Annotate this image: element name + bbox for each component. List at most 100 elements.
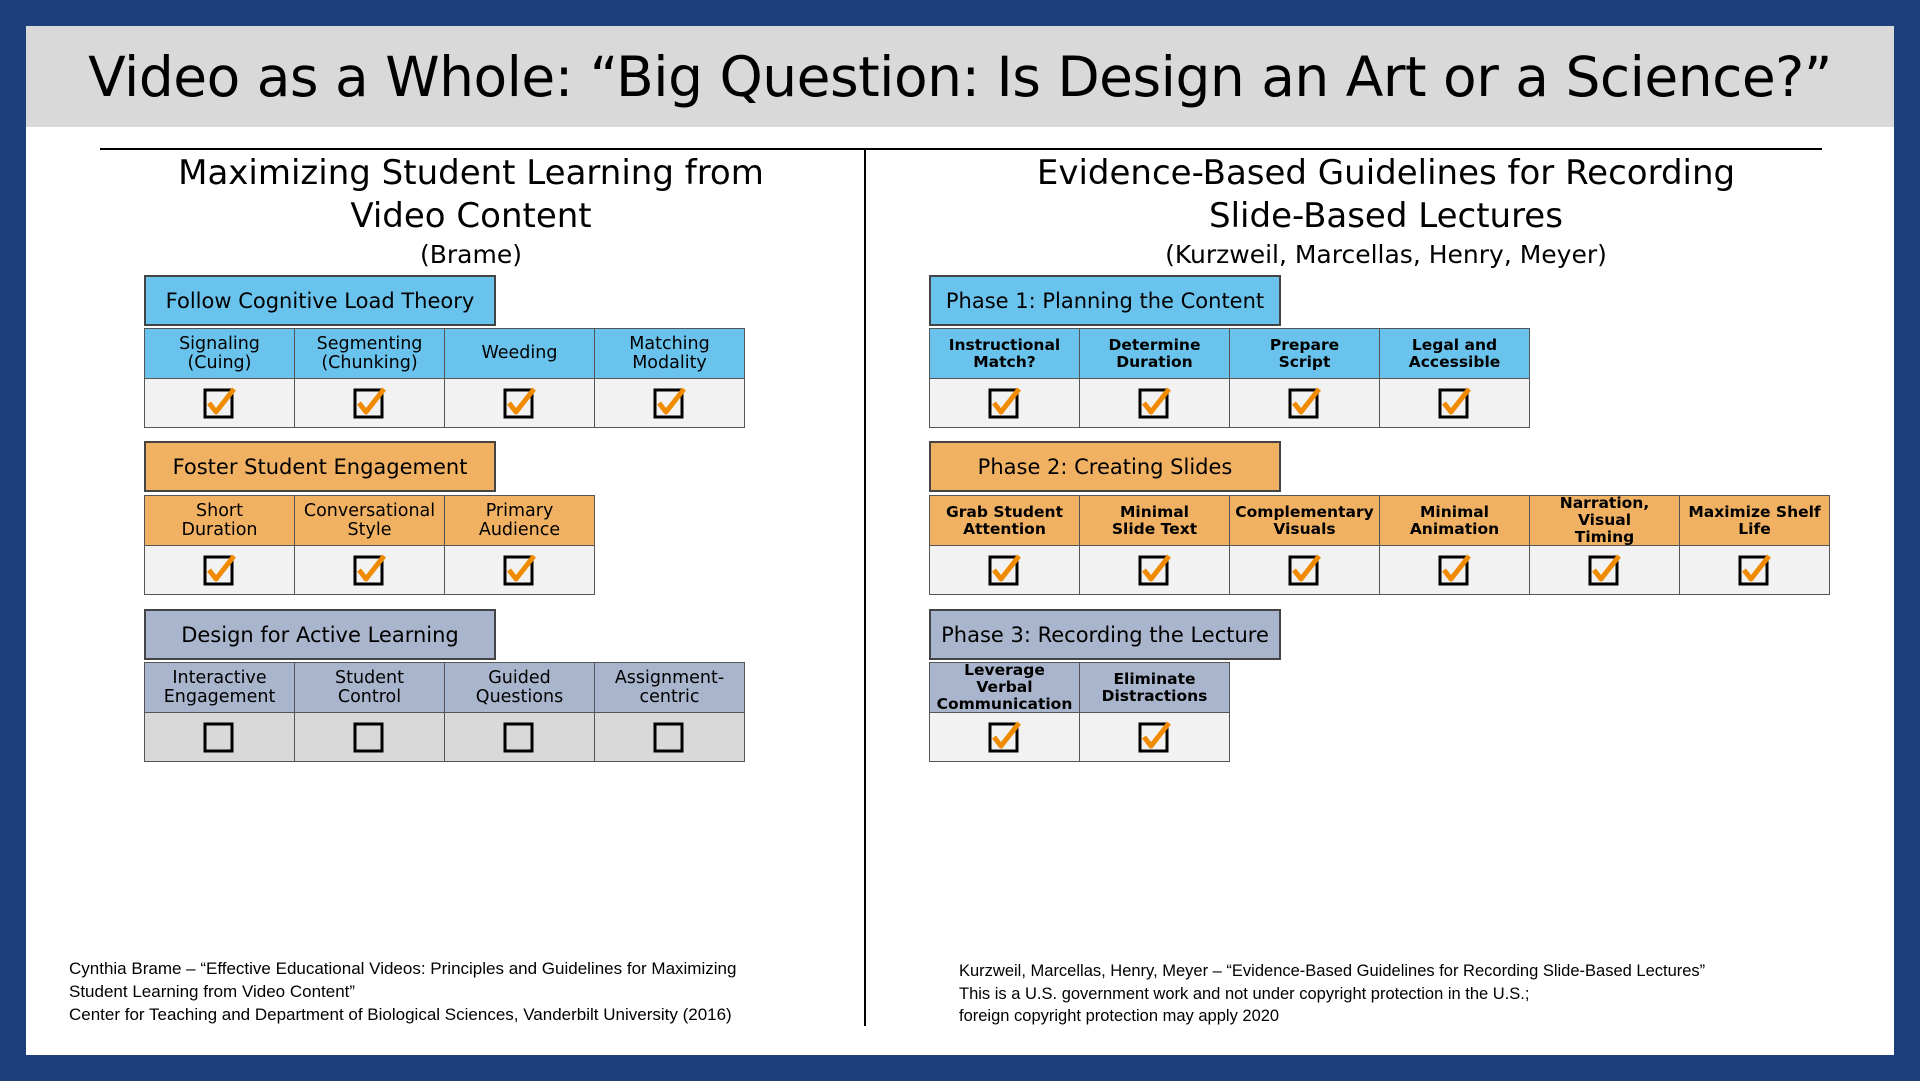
label-line2: Style [347,519,392,540]
checklist-item-label: Segmenting (Chunking) [295,329,444,379]
left-footer-line: Center for Teaching and Department of Bi… [69,1005,732,1024]
label-line1: Eliminate [1113,669,1196,688]
label-line2: Communication [936,694,1073,713]
checklist-item: Legal and Accessible [1380,328,1530,428]
right-section-1-label: Phase 2: Creating Slides [929,441,1281,492]
right-section-0-label: Phase 1: Planning the Content [929,275,1281,326]
checklist-item: Guided Questions [445,662,595,762]
checklist-item: Leverage Verbal Communication [930,662,1080,762]
left-footer-line: Student Learning from Video Content” [69,982,356,1001]
label-line2: Visuals [1273,519,1336,538]
checklist-item-label: Weeding [445,329,594,379]
right-heading-line2: Slide-Based Lectures [1209,196,1563,236]
checkbox [930,713,1079,761]
right-footer: Kurzweil, Marcellas, Henry, Meyer – “Evi… [959,960,1859,1028]
right-section-2-grid: Leverage Verbal Communication Eliminate Dis… [929,662,1230,762]
checklist-item-text: Grab Student Attention [946,503,1063,538]
checkbox-empty-icon [503,722,533,753]
checkbox-checked-icon [353,554,386,586]
checklist-item-label: Eliminate Distractions [1080,663,1229,713]
checklist-item: Narration, Visual Timing [1530,495,1680,595]
checklist-item-label: Matching Modality [595,329,744,379]
checkbox-checked-icon [1138,721,1171,753]
page-title: Video as a Whole: “Big Question: Is Desi… [88,44,1832,109]
checkbox [1380,546,1529,594]
checklist-item-text: Weeding [482,344,558,363]
checklist-item-text: Legal and Accessible [1408,335,1501,371]
checkbox [295,713,444,761]
checklist-item-text: Determine Duration [1109,336,1201,371]
checkbox-checked-icon [203,387,236,419]
checklist-item: Assignment-centric [595,662,745,762]
left-section-1-label: Foster Student Engagement [144,441,496,492]
label-line1: Legal and [1411,335,1498,354]
checklist-item-label: Minimal Animation [1380,496,1529,546]
checklist-item: Primary Audience [445,495,595,595]
label-line2: (Chunking) [321,352,418,373]
checklist-item: Segmenting (Chunking) [295,328,445,428]
checklist-item-label: Minimal Slide Text [1080,496,1229,546]
label-line1: Short [196,500,243,521]
checklist-item-label: Legal and Accessible [1380,329,1529,379]
checklist-item-label: Short Duration [145,496,294,546]
checklist-item: Signaling (Cuing) [145,328,295,428]
checklist-item: Instructional Match? [930,328,1080,428]
checklist-item: Interactive Engagement [145,662,295,762]
checklist-item: Eliminate Distractions [1080,662,1230,762]
label-line1: Weeding [481,343,558,364]
label-line1: Instructional [948,335,1061,354]
label-line1: Segmenting [316,333,423,354]
label-line1: Primary [485,500,554,521]
title-bar: Video as a Whole: “Big Question: Is Desi… [26,26,1894,127]
checklist-item-text: Signaling (Cuing) [179,334,260,373]
checklist-item-text: Segmenting (Chunking) [316,333,423,373]
checklist-item: Student Control [295,662,445,762]
checkbox [145,713,294,761]
checkbox [930,546,1079,594]
checkbox-empty-icon [203,722,233,753]
label-line2: Duration [1116,352,1193,371]
checklist-item-text: Narration, Visual Timing [1534,495,1675,545]
right-footer-line: This is a U.S. government work and not u… [959,984,1530,1003]
checkbox-checked-icon [203,554,236,586]
label-line2: Attention [963,519,1046,538]
checklist-item-text: Short Duration [181,500,258,540]
checkbox-checked-icon [1288,554,1321,586]
checkbox [1080,713,1229,761]
left-heading-line2: Video Content [350,196,592,236]
checklist-item-text: Maximize Shelf Life [1688,503,1820,537]
checklist-item-label: Instructional Match? [930,329,1079,379]
checklist-item-text: Leverage Verbal Communication [934,662,1075,712]
right-heading: Evidence-Based Guidelines for Recording … [936,152,1836,272]
checklist-item-label: Maximize Shelf Life [1680,496,1829,546]
checklist-item-label: Leverage Verbal Communication [930,662,1079,713]
checkbox-empty-icon [653,722,683,753]
label-line2: Questions [475,686,564,707]
label-line1: Conversational [303,500,436,521]
label-line1: Guided [488,667,551,688]
checklist-item-label: Prepare Script [1230,329,1379,379]
checkbox-checked-icon [1438,554,1471,586]
checklist-item-text: Guided Questions [475,667,564,707]
left-section-2-grid: Interactive Engagement Student Control Guide… [144,662,745,762]
label-line1: Complementary [1235,502,1374,521]
checklist-item-label: Primary Audience [445,496,594,546]
checkbox-checked-icon [1588,554,1621,586]
label-line2: Control [337,686,402,707]
label-line2: Accessible [1408,352,1501,371]
label-line2: centric [639,686,700,707]
checkbox-checked-icon [653,387,686,419]
left-section-2-label: Design for Active Learning [144,609,496,660]
checkbox-checked-icon [503,554,536,586]
checkbox [445,713,594,761]
label-line2: (Cuing) [187,352,252,373]
checkbox [1080,379,1229,427]
label-line1: Leverage Verbal [964,661,1045,697]
checklist-item: Weeding [445,328,595,428]
label-line1: Assignment- [614,667,725,688]
checklist-item-label: Grab Student Attention [930,496,1079,546]
label-line2: Duration [181,519,258,540]
checklist-item: Conversational Style [295,495,445,595]
slide: Video as a Whole: “Big Question: Is Desi… [26,26,1894,1055]
checkbox [445,379,594,427]
